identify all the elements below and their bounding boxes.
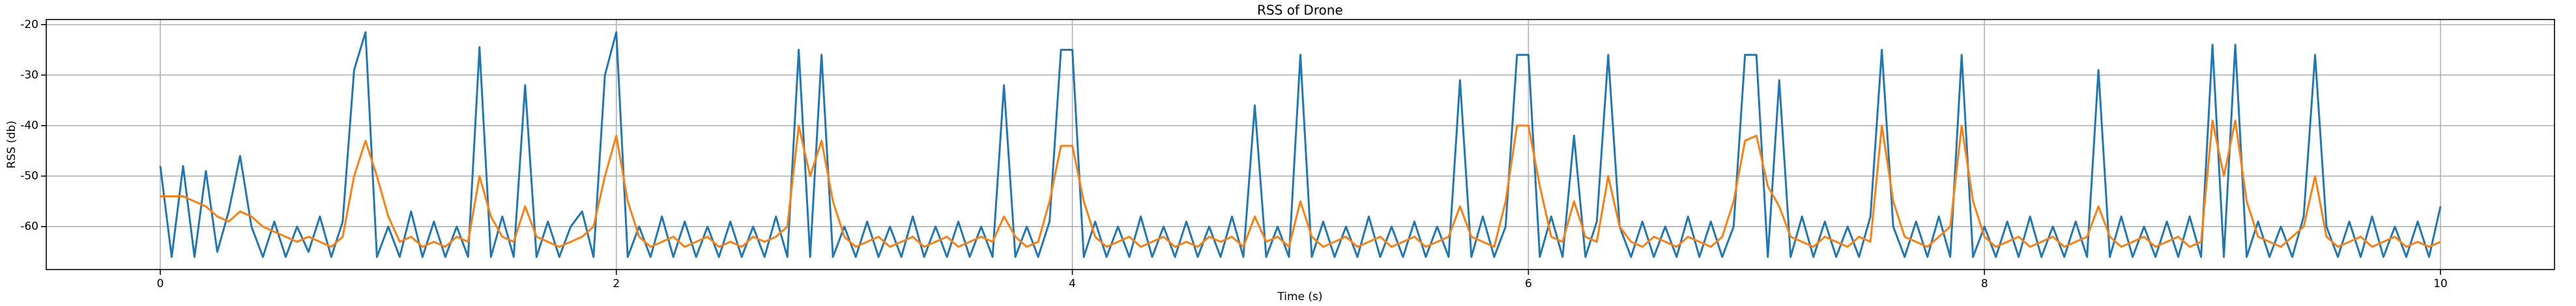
y-tick-label: -60 bbox=[20, 220, 38, 233]
y-tick-label: -20 bbox=[20, 18, 38, 31]
series-line bbox=[159, 31, 2442, 258]
y-tick-label: -50 bbox=[20, 169, 38, 182]
x-tick-label: 6 bbox=[1525, 277, 1532, 290]
x-tick-label: 8 bbox=[1981, 277, 1988, 290]
series-line bbox=[160, 119, 2441, 248]
x-axis-label: Time (s) bbox=[1277, 290, 1322, 303]
y-tick-label: -30 bbox=[20, 68, 38, 81]
chart-title: RSS of Drone bbox=[1257, 3, 1343, 18]
x-tick-label: 4 bbox=[1069, 277, 1076, 290]
x-tick-label: 2 bbox=[613, 277, 620, 290]
x-tick-label: 0 bbox=[157, 277, 164, 290]
y-tick-label: -40 bbox=[20, 119, 38, 132]
x-tick-label: 10 bbox=[2433, 277, 2448, 290]
plot-frame bbox=[46, 19, 2555, 270]
y-axis-label: RSS (db) bbox=[5, 120, 18, 169]
